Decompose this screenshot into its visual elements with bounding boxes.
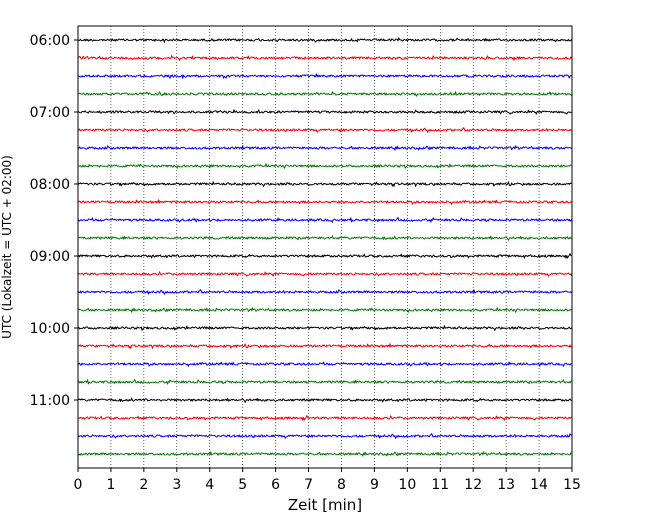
trace-0600 (77, 37, 573, 43)
x-tick-label: 0 (74, 477, 83, 493)
trace-0700 (77, 109, 572, 115)
trace-0800 (77, 181, 572, 187)
x-tick-label: 1 (106, 477, 115, 493)
x-tick-label: 15 (563, 477, 581, 493)
x-tick-label: 5 (238, 477, 247, 493)
x-tick-label: 10 (398, 477, 416, 493)
trace-0745 (77, 163, 572, 169)
y-axis-label: UTC (Lokalzeit = UTC + 02:00) (0, 155, 14, 339)
trace-0830 (77, 217, 573, 223)
x-tick-label: 8 (337, 477, 346, 493)
trace-0630 (77, 73, 572, 79)
trace-0900 (77, 253, 572, 259)
trace-0715 (77, 127, 572, 133)
y-tick-label: 10:00 (30, 321, 70, 337)
trace-1015 (77, 343, 573, 349)
trace-0615 (77, 55, 573, 61)
x-tick-label: 14 (530, 477, 548, 493)
x-tick-label: 9 (370, 477, 379, 493)
plot-frame (77, 25, 573, 469)
trace-0645 (77, 91, 573, 97)
y-tick-label: 06:00 (30, 33, 70, 49)
y-tick-label: 09:00 (30, 249, 70, 265)
trace-1000 (77, 325, 572, 331)
y-tick-label: 11:00 (30, 393, 70, 409)
trace-0930 (77, 289, 573, 295)
trace-1100 (77, 397, 572, 403)
x-axis: 0 1 2 3 4 5 6 7 8 9 10 11 12 13 14 15 (74, 468, 581, 493)
x-tick-label: 4 (205, 477, 214, 493)
trace-layer (77, 37, 573, 457)
trace-0945 (77, 307, 572, 313)
trace-1115 (77, 415, 572, 421)
x-tick-label: 6 (271, 477, 280, 493)
trace-1130 (77, 433, 572, 439)
y-tick-label: 07:00 (30, 105, 70, 121)
x-tick-label: 11 (431, 477, 449, 493)
x-tick-label: 7 (304, 477, 313, 493)
x-tick-label: 12 (464, 477, 482, 493)
x-axis-label: Zeit [min] (288, 496, 362, 514)
grid-layer (110, 26, 540, 468)
trace-1045 (77, 379, 572, 385)
x-tick-label: 2 (139, 477, 148, 493)
trace-0915 (77, 271, 573, 277)
trace-0845 (78, 235, 572, 241)
trace-1030 (77, 361, 572, 367)
trace-1145 (77, 451, 572, 457)
y-axis: 06:00 07:00 08:00 09:00 10:00 11:00 (30, 33, 78, 409)
y-tick-label: 08:00 (30, 177, 70, 193)
trace-0730 (77, 145, 572, 151)
trace-0815 (77, 199, 572, 205)
x-tick-label: 13 (497, 477, 515, 493)
x-tick-label: 3 (172, 477, 181, 493)
